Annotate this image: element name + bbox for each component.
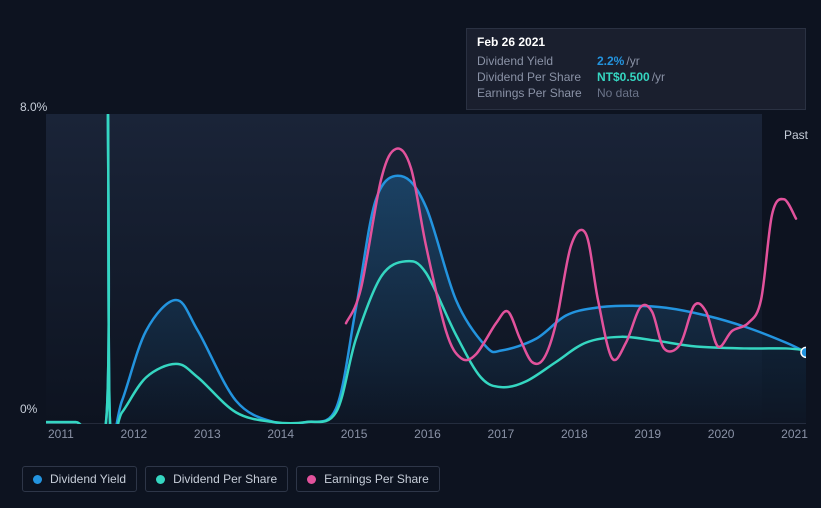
chart-area[interactable]: 8.0% 0% Past 201120122013201420152016201… bbox=[18, 102, 808, 452]
chart-tooltip: Feb 26 2021 Dividend Yield 2.2% /yr Divi… bbox=[466, 28, 806, 110]
tooltip-value: 2.2% bbox=[597, 54, 624, 68]
tooltip-row: Dividend Yield 2.2% /yr bbox=[477, 53, 795, 69]
x-axis-tick: 2011 bbox=[48, 427, 74, 441]
legend-dot bbox=[33, 475, 42, 484]
tooltip-unit: /yr bbox=[626, 54, 639, 68]
x-axis-tick: 2019 bbox=[634, 427, 661, 441]
legend-label: Dividend Yield bbox=[50, 472, 126, 486]
tooltip-row: Dividend Per Share NT$0.500 /yr bbox=[477, 69, 795, 85]
legend-dot bbox=[156, 475, 165, 484]
x-axis-tick: 2016 bbox=[414, 427, 441, 441]
legend-label: Earnings Per Share bbox=[324, 472, 429, 486]
y-axis-label-min: 0% bbox=[20, 402, 37, 416]
tooltip-row: Earnings Per Share No data bbox=[477, 85, 795, 101]
x-axis-tick: 2015 bbox=[341, 427, 368, 441]
tooltip-label: Earnings Per Share bbox=[477, 86, 597, 100]
line-chart-svg bbox=[46, 114, 806, 424]
chart-legend: Dividend Yield Dividend Per Share Earnin… bbox=[22, 466, 440, 492]
legend-item-dividend-yield[interactable]: Dividend Yield bbox=[22, 466, 137, 492]
tooltip-label: Dividend Per Share bbox=[477, 70, 597, 84]
y-axis-label-max: 8.0% bbox=[20, 100, 47, 114]
tooltip-value: No data bbox=[597, 86, 639, 100]
tooltip-value: NT$0.500 bbox=[597, 70, 650, 84]
tooltip-label: Dividend Yield bbox=[477, 54, 597, 68]
legend-item-dividend-per-share[interactable]: Dividend Per Share bbox=[145, 466, 288, 492]
x-axis-tick: 2012 bbox=[121, 427, 148, 441]
x-axis-tick: 2020 bbox=[708, 427, 735, 441]
x-axis-tick: 2013 bbox=[194, 427, 221, 441]
x-axis-tick: 2014 bbox=[267, 427, 294, 441]
x-axis: 2011 2012 2013 2014 2015 2016 2017 2018 2019 2020… bbox=[48, 427, 808, 441]
x-axis-tick: 2017 bbox=[488, 427, 515, 441]
x-axis-tick: 2021 bbox=[781, 427, 808, 441]
x-axis-tick: 2018 bbox=[561, 427, 588, 441]
legend-item-earnings-per-share[interactable]: Earnings Per Share bbox=[296, 466, 440, 492]
legend-label: Dividend Per Share bbox=[173, 472, 277, 486]
legend-dot bbox=[307, 475, 316, 484]
tooltip-date: Feb 26 2021 bbox=[477, 35, 795, 49]
tooltip-unit: /yr bbox=[652, 70, 665, 84]
